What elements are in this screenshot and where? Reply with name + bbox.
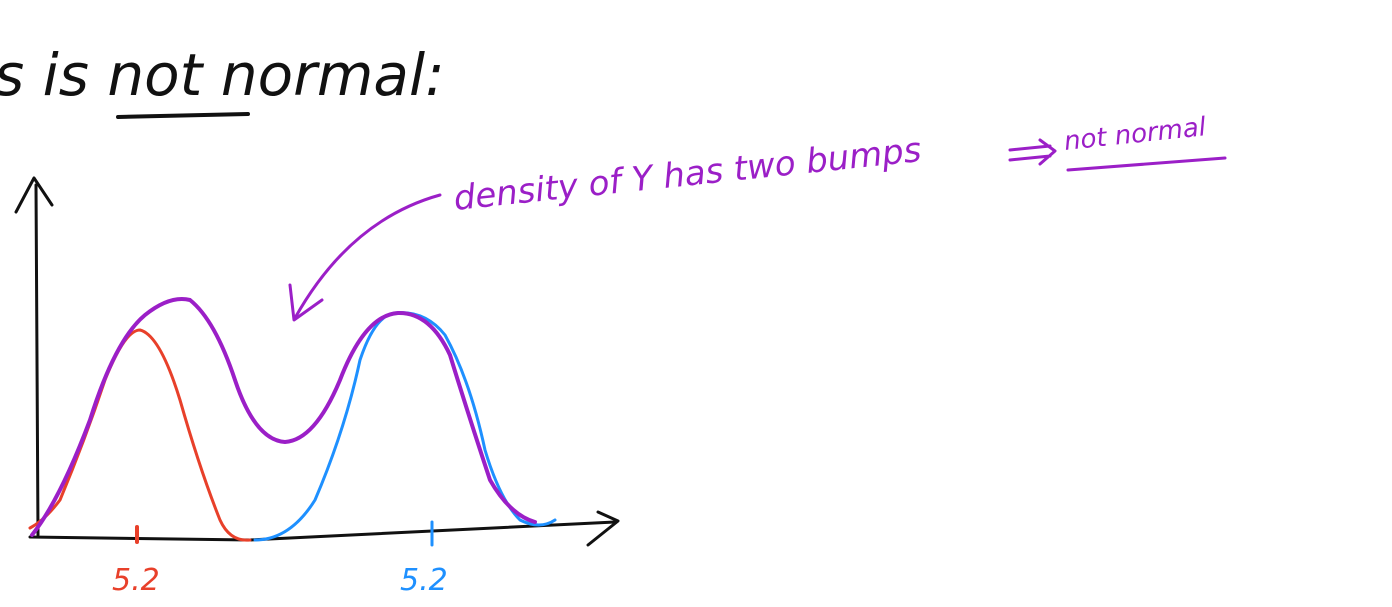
y-axis [36, 185, 38, 535]
x-axis-arrow [588, 512, 618, 545]
page: {"heading": "s is not normal:", "annotat… [0, 0, 1392, 607]
conclusion-underline [1068, 158, 1225, 170]
x-axis [30, 522, 615, 540]
pointer-arrowhead [290, 285, 322, 320]
mixture-density [32, 299, 535, 535]
right-mean-label: 5.2 [400, 563, 448, 598]
left-mean-label: 5.2 [112, 563, 160, 598]
y-axis-arrow [16, 178, 52, 212]
pointer-arrow [295, 195, 440, 318]
conclusion: not normal [1063, 112, 1209, 157]
implies-arrow [1010, 140, 1055, 164]
heading: s is not normal: [0, 41, 445, 109]
red-density [30, 330, 250, 540]
annotation: density of Y has two bumps [452, 130, 923, 219]
underline [118, 114, 248, 117]
whiteboard: s is not normal: density of Y has two bu… [0, 0, 1392, 607]
